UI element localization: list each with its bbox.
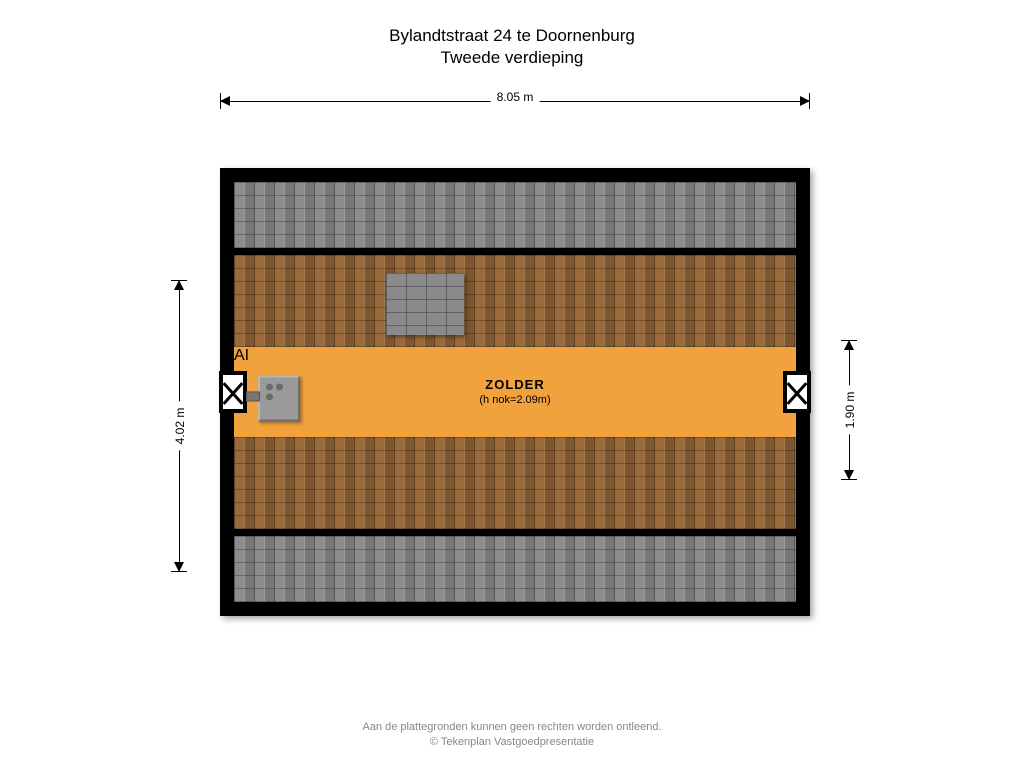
dimension-left-label: 4.02 m bbox=[173, 402, 187, 451]
footer: Aan de plattegronden kunnen geen rechten… bbox=[0, 720, 1024, 750]
dimension-left: 4.02 m bbox=[170, 280, 190, 572]
dimension-right-label: 1.90 m bbox=[843, 386, 857, 435]
arrow-left-icon bbox=[220, 96, 230, 106]
room-subtext: (h nok=2.09m) bbox=[479, 394, 550, 406]
arrow-up-icon bbox=[844, 340, 854, 350]
appliance-pipe bbox=[246, 391, 260, 401]
dimension-top-label: 8.05 m bbox=[491, 90, 540, 104]
attic-floor: AI ZOLDER (h nok=2.09m) bbox=[234, 347, 796, 437]
floorplan-interior: AI ZOLDER (h nok=2.09m) bbox=[234, 182, 796, 602]
footer-copyright: © Tekenplan Vastgoedpresentatie bbox=[0, 735, 1024, 750]
boiler-appliance bbox=[258, 375, 300, 421]
page-subtitle: Tweede verdieping bbox=[0, 48, 1024, 68]
dim-tick bbox=[809, 93, 810, 109]
appliance-dot bbox=[266, 393, 273, 400]
skylight bbox=[386, 273, 464, 335]
dim-tick bbox=[841, 479, 857, 480]
page-title: Bylandtstraat 24 te Doornenburg bbox=[0, 26, 1024, 46]
dimension-right: 1.90 m bbox=[840, 340, 860, 480]
roof-divider bbox=[234, 248, 796, 255]
roof-tiles-gray-top bbox=[234, 182, 796, 248]
footer-disclaimer: Aan de plattegronden kunnen geen rechten… bbox=[0, 720, 1024, 735]
dimension-top: 8.05 m bbox=[220, 92, 810, 112]
floorplan-outline: AI ZOLDER (h nok=2.09m) bbox=[220, 168, 810, 616]
roof-tiles-gray-bottom bbox=[234, 536, 796, 602]
roof-divider bbox=[234, 529, 796, 536]
room-label: ZOLDER (h nok=2.09m) bbox=[479, 377, 550, 406]
room-name: ZOLDER bbox=[479, 377, 550, 392]
appliance-dot bbox=[266, 383, 273, 390]
arrow-up-icon bbox=[174, 280, 184, 290]
gable-window-left bbox=[219, 371, 247, 413]
roof-tiles-brown-bottom bbox=[234, 437, 796, 529]
gable-window-right bbox=[783, 371, 811, 413]
roof-tiles-brown-top bbox=[234, 255, 796, 347]
dim-tick bbox=[171, 571, 187, 572]
appliance-dot bbox=[276, 383, 283, 390]
